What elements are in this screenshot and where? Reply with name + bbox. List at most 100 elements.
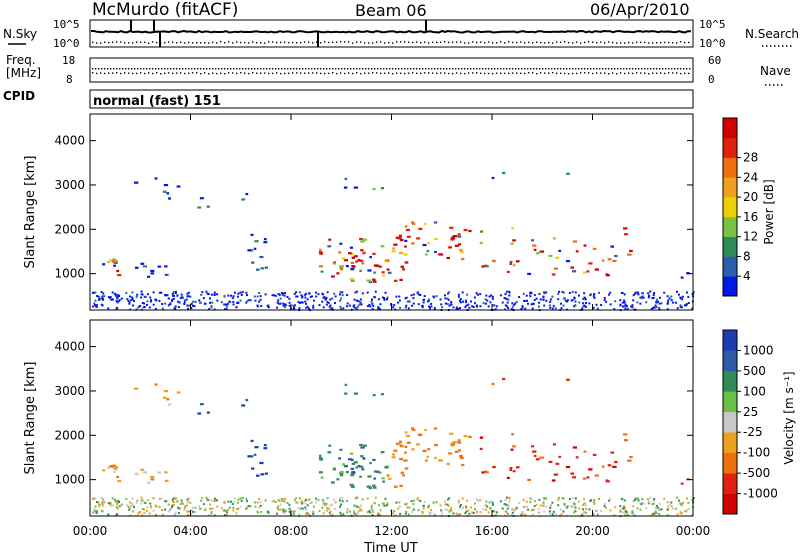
- power-cell: [174, 290, 177, 293]
- power-cell: [457, 293, 460, 296]
- nsearch-point: [348, 41, 350, 43]
- power-cell: [566, 300, 568, 303]
- freq-point: [329, 68, 331, 70]
- power-cell: [288, 297, 291, 300]
- power-cell: [256, 305, 259, 308]
- velocity-cell: [406, 441, 411, 444]
- power-cell: [150, 269, 155, 272]
- power-cell: [623, 293, 626, 296]
- velocity-cell: [676, 513, 679, 516]
- power-cell: [543, 291, 546, 294]
- velocity-cell: [573, 511, 576, 514]
- velocity-cell: [574, 506, 577, 509]
- nsky-tick-top: 10^5: [53, 18, 80, 31]
- power-cell: [169, 303, 172, 306]
- freq-point: [461, 68, 463, 70]
- velocity-cell: [256, 501, 259, 504]
- power-cell: [450, 238, 455, 241]
- nave-point: [152, 72, 154, 75]
- power-cell: [357, 300, 360, 303]
- velocity-cell: [532, 508, 535, 511]
- power-cell: [582, 271, 587, 274]
- power-cell: [150, 272, 155, 275]
- freq-point: [440, 68, 442, 70]
- velocity-cell: [295, 497, 298, 500]
- colorbar-segment: [723, 177, 737, 198]
- nave-point: [176, 72, 178, 74]
- nave-point: [684, 72, 686, 74]
- power-cell: [245, 301, 248, 304]
- power-cell: [361, 262, 365, 265]
- freq-point: [104, 68, 106, 70]
- power-cell: [655, 306, 658, 309]
- velocity-cell: [230, 500, 232, 503]
- cpid-value: normal (fast) 151: [93, 94, 221, 109]
- freq-point: [470, 68, 472, 70]
- power-cell: [488, 295, 491, 298]
- power-cell: [308, 307, 310, 310]
- nave-point: [456, 72, 458, 74]
- power-cell: [210, 306, 213, 309]
- power-cell: [224, 308, 226, 311]
- freq-point: [224, 68, 226, 70]
- velocity-cell: [319, 458, 323, 461]
- power-cell: [505, 305, 508, 308]
- velocity-cell: [648, 500, 651, 503]
- velocity-cell: [399, 445, 404, 448]
- velocity-cell: [246, 500, 248, 503]
- velocity-cell: [465, 507, 468, 510]
- velocity-cell: [666, 501, 669, 504]
- freq-point: [644, 68, 646, 70]
- freq-point: [539, 68, 541, 70]
- velocity-cell: [351, 485, 355, 488]
- velocity-cell: [502, 377, 506, 381]
- power-cell: [232, 295, 235, 298]
- power-cell: [558, 249, 562, 252]
- nsearch-point: [416, 41, 418, 43]
- power-cell: [623, 233, 628, 236]
- velocity-cell: [655, 507, 658, 510]
- freq-point: [449, 68, 451, 70]
- power-cell: [452, 306, 455, 309]
- velocity-cell: [560, 513, 563, 516]
- nsearch-point: [560, 41, 562, 43]
- velocity-cell: [608, 499, 610, 502]
- velocity-cell: [398, 443, 402, 446]
- velocity-cell: [177, 506, 179, 509]
- power-cell: [455, 308, 458, 311]
- nsearch-point: [156, 41, 158, 44]
- station-title: McMurdo (fitACF): [92, 0, 238, 20]
- power-cell: [107, 296, 110, 299]
- power-cell: [492, 260, 496, 263]
- velocity-cell: [186, 510, 189, 513]
- velocity-cell: [575, 456, 579, 459]
- velocity-cell: [554, 513, 557, 516]
- x-axis-label: Time UT: [363, 541, 417, 554]
- power-cell: [172, 297, 175, 300]
- power-cell: [382, 274, 385, 277]
- power-ylabel: Slant Range [km]: [23, 156, 38, 269]
- power-cell: [444, 297, 447, 300]
- nsearch-point: [616, 42, 618, 44]
- power-cell: [228, 300, 231, 303]
- velocity-cell: [359, 504, 362, 507]
- power-cell: [666, 308, 669, 311]
- velocity-cell: [571, 505, 574, 508]
- velocity-cell: [377, 504, 380, 507]
- power-cell: [282, 304, 285, 307]
- power-cell: [526, 299, 528, 302]
- power-cell: [585, 302, 587, 304]
- nave-point: [316, 72, 318, 74]
- nave-point: [576, 72, 578, 75]
- velocity-cell: [232, 501, 235, 504]
- nsearch-point: [504, 42, 506, 44]
- freq-point: [638, 68, 640, 70]
- velocity-cell: [609, 497, 612, 500]
- power-cell: [350, 261, 355, 264]
- colorbar-tick-label: 4: [743, 269, 751, 283]
- velocity-cell: [410, 500, 413, 503]
- velocity-cell: [288, 507, 291, 510]
- power-cell: [345, 265, 349, 268]
- velocity-cell: [582, 477, 587, 480]
- velocity-cell: [174, 496, 177, 499]
